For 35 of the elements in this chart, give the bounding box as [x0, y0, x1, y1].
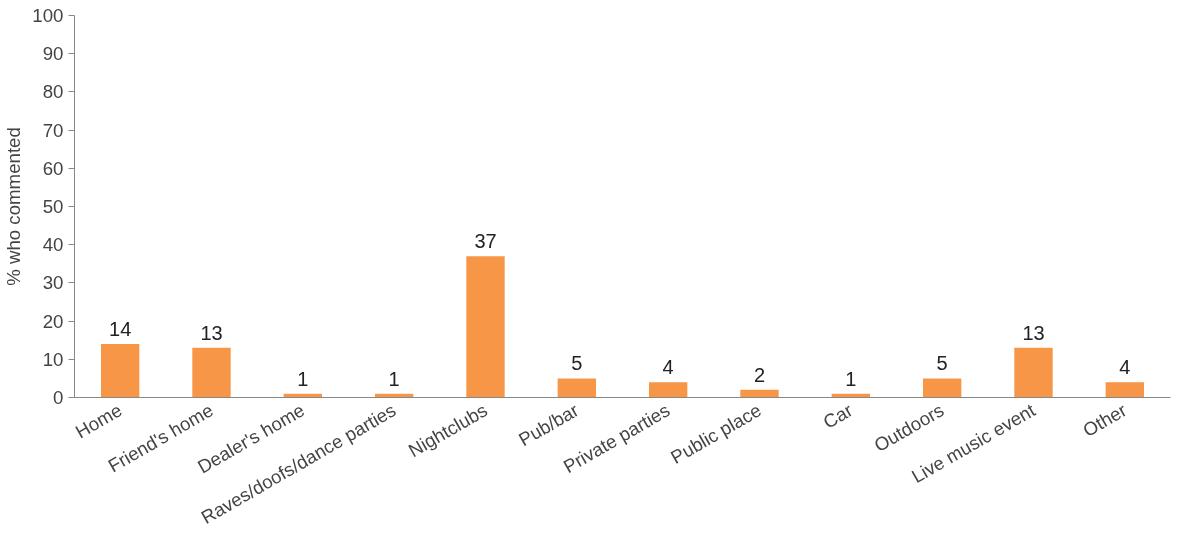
bar — [100, 344, 140, 398]
y-tick-label: 40 — [42, 234, 64, 256]
bar — [1105, 382, 1145, 398]
y-tick-label: 70 — [42, 119, 64, 141]
y-axis-title: % who commented — [3, 127, 25, 286]
bar — [192, 347, 231, 398]
y-tick-label: 60 — [42, 157, 64, 179]
data-label: 4 — [1119, 356, 1131, 379]
y-tick-label: 30 — [42, 272, 64, 294]
x-tick-label: Car — [819, 399, 857, 433]
data-label: 37 — [474, 230, 497, 253]
data-label: 13 — [1022, 321, 1045, 344]
y-tick-label: 100 — [32, 5, 64, 26]
data-label: 13 — [200, 321, 223, 344]
data-label: 1 — [388, 367, 400, 390]
x-tick-label: Other — [1079, 399, 1131, 441]
y-tick-label: 0 — [53, 387, 64, 408]
bar — [648, 382, 688, 398]
bar — [1014, 347, 1053, 398]
y-tick-label: 80 — [42, 81, 64, 103]
y-tick-label: 50 — [42, 196, 64, 217]
data-label: 1 — [845, 367, 857, 390]
bar — [740, 389, 779, 398]
y-tick-label: 20 — [42, 310, 64, 332]
data-label: 1 — [297, 367, 309, 390]
y-tick-label: 90 — [42, 43, 64, 65]
data-label: 4 — [662, 356, 674, 379]
data-label: 14 — [109, 318, 132, 341]
bar — [922, 378, 962, 398]
bar — [466, 256, 505, 398]
bar — [557, 378, 597, 398]
y-tick-label: 10 — [42, 348, 64, 370]
data-label: 5 — [936, 352, 948, 375]
data-label: 2 — [753, 363, 766, 386]
data-label: 5 — [571, 352, 583, 375]
